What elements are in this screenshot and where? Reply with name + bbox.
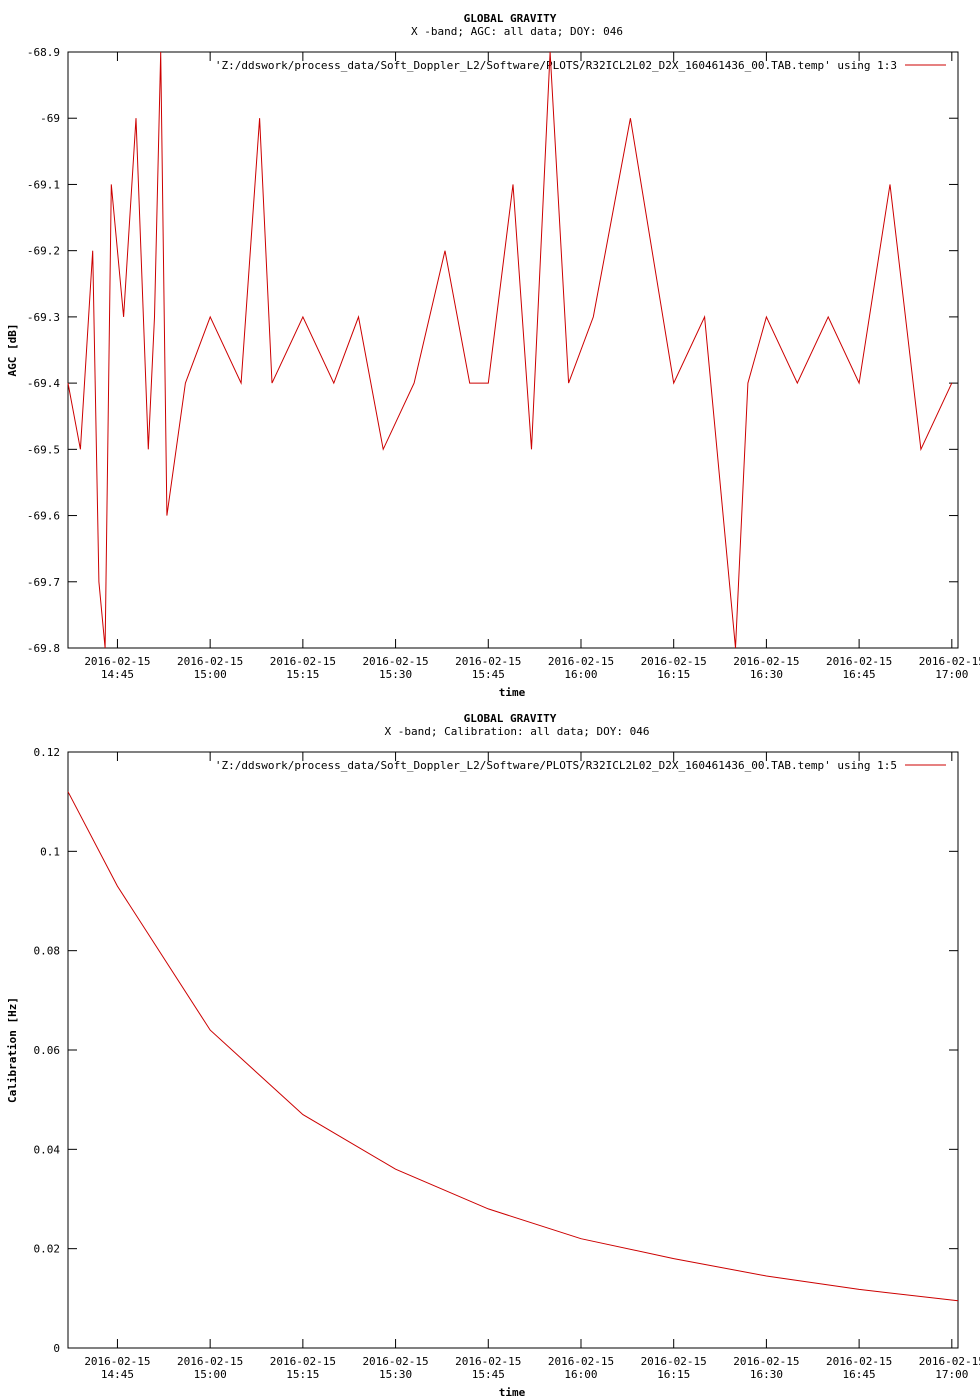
x-tick-time-label: 15:30 [379,668,412,681]
legend-label: 'Z:/ddswork/process_data/Soft_Doppler_L2… [215,759,897,772]
plot-frame [67,751,959,1349]
x-tick-time-label: 15:00 [194,668,227,681]
x-tick-date-label: 2016-02-15 [84,1355,150,1368]
x-tick-date-label: 2016-02-15 [84,655,150,668]
x-tick-time-label: 15:45 [472,668,505,681]
x-tick-time-label: 15:30 [379,1368,412,1381]
x-axis-label: time [499,686,526,699]
x-tick-date-label: 2016-02-15 [177,1355,243,1368]
x-tick-time-label: 16:00 [564,668,597,681]
x-tick-date-label: 2016-02-15 [733,1355,799,1368]
x-tick-date-label: 2016-02-15 [826,1355,892,1368]
x-tick-date-label: 2016-02-15 [641,655,707,668]
chart-title: GLOBAL GRAVITY [464,712,557,725]
y-tick-label: -69 [40,112,60,125]
y-tick-label: 0 [53,1342,60,1355]
x-tick-time-label: 16:45 [843,668,876,681]
y-tick-label: -69.3 [27,311,60,324]
y-tick-label: 0.12 [34,746,61,759]
y-tick-label: 0.02 [34,1243,61,1256]
chart-subtitle: X -band; Calibration: all data; DOY: 046 [385,725,650,738]
y-tick-label: -69.4 [27,377,60,390]
y-tick-label: -69.1 [27,178,60,191]
calibration-chart: GLOBAL GRAVITY X -band; Calibration: all… [6,712,980,1399]
x-tick-time-label: 16:30 [750,1368,783,1381]
y-tick-label: -69.2 [27,245,60,258]
y-axis-label: Calibration [Hz] [6,997,19,1103]
x-tick-time-label: 15:15 [286,668,319,681]
x-tick-date-label: 2016-02-15 [919,655,980,668]
x-tick-date-label: 2016-02-15 [455,1355,521,1368]
x-tick-time-label: 15:15 [286,1368,319,1381]
x-tick-time-label: 16:00 [564,1368,597,1381]
y-tick-label: -68.9 [27,46,60,59]
x-tick-time-label: 17:00 [935,668,968,681]
y-tick-label: -69.8 [27,642,60,655]
y-tick-label: 0.08 [34,945,61,958]
y-tick-label: -69.5 [27,443,60,456]
legend-label: 'Z:/ddswork/process_data/Soft_Doppler_L2… [215,59,897,72]
x-tick-date-label: 2016-02-15 [270,655,336,668]
x-tick-date-label: 2016-02-15 [548,655,614,668]
x-tick-date-label: 2016-02-15 [455,655,521,668]
x-tick-date-label: 2016-02-15 [177,655,243,668]
series-line [67,51,953,649]
x-axis-label: time [499,1386,526,1399]
y-tick-label: 0.1 [40,845,60,858]
x-tick-date-label: 2016-02-15 [548,1355,614,1368]
x-tick-time-label: 14:45 [101,1368,134,1381]
x-tick-time-label: 15:45 [472,1368,505,1381]
y-tick-label: -69.6 [27,510,60,523]
x-tick-time-label: 16:45 [843,1368,876,1381]
x-tick-date-label: 2016-02-15 [919,1355,980,1368]
x-tick-date-label: 2016-02-15 [270,1355,336,1368]
x-tick-time-label: 16:15 [657,668,690,681]
y-axis-label: AGC [dB] [6,324,19,377]
x-tick-time-label: 16:15 [657,1368,690,1381]
x-tick-date-label: 2016-02-15 [362,655,428,668]
x-tick-date-label: 2016-02-15 [826,655,892,668]
chart-title: GLOBAL GRAVITY [464,12,557,25]
y-tick-label: 0.04 [34,1143,61,1156]
plot-frame [67,51,959,649]
x-tick-time-label: 15:00 [194,1368,227,1381]
x-tick-time-label: 14:45 [101,668,134,681]
series-line [67,791,959,1302]
x-tick-date-label: 2016-02-15 [362,1355,428,1368]
agc-chart: GLOBAL GRAVITY X -band; AGC: all data; D… [6,12,980,699]
x-tick-time-label: 16:30 [750,668,783,681]
chart-subtitle: X -band; AGC: all data; DOY: 046 [411,25,623,38]
x-tick-date-label: 2016-02-15 [641,1355,707,1368]
y-tick-label: 0.06 [34,1044,61,1057]
x-tick-date-label: 2016-02-15 [733,655,799,668]
x-tick-time-label: 17:00 [935,1368,968,1381]
y-tick-label: -69.7 [27,576,60,589]
